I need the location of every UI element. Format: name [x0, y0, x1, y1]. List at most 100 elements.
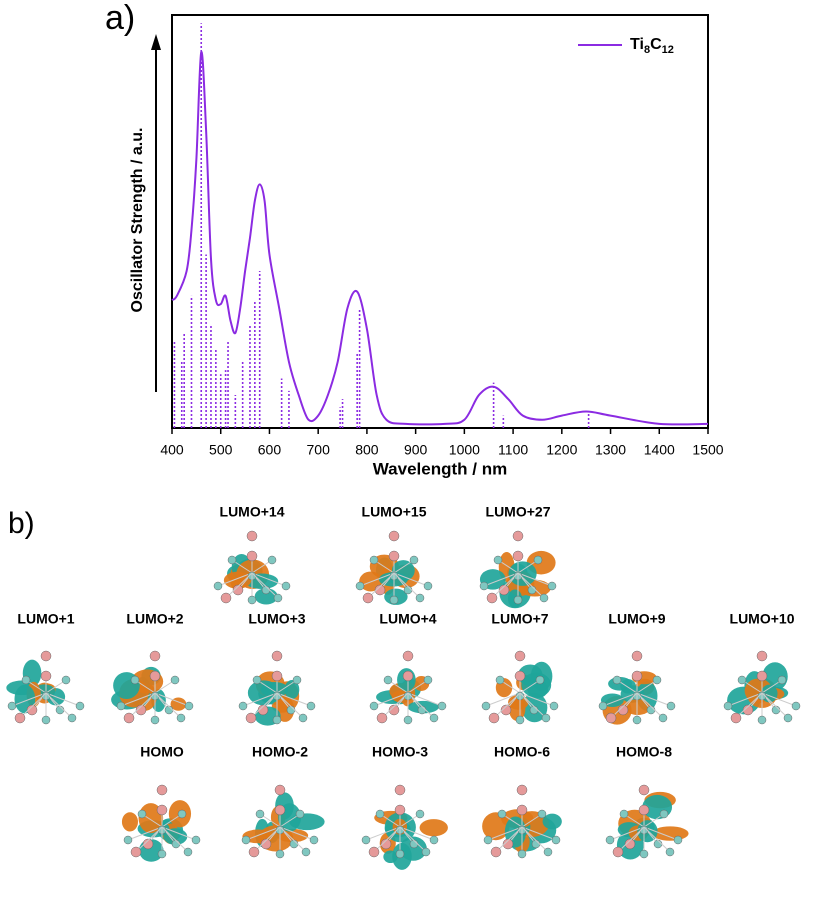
bond: [279, 826, 315, 841]
orbital-label: LUMO+7: [491, 611, 548, 627]
atom: [756, 670, 768, 682]
orbital-label: LUMO+14: [220, 504, 285, 520]
bond: [636, 692, 672, 707]
orbital-label: HOMO: [140, 744, 184, 760]
bond: [276, 692, 304, 719]
atom: [245, 712, 257, 724]
orbital-lobe: [625, 699, 651, 716]
atom: [673, 835, 683, 845]
bond: [359, 572, 395, 587]
atom: [298, 713, 308, 723]
atom: [395, 849, 405, 859]
atom: [271, 650, 283, 662]
atom: [40, 670, 52, 682]
orbital-image: [369, 650, 447, 725]
bond: [521, 826, 557, 841]
bond: [251, 572, 287, 587]
atom: [150, 715, 160, 725]
atom: [617, 704, 629, 716]
bond: [393, 572, 421, 599]
atom: [791, 701, 801, 711]
atom: [260, 838, 272, 850]
atom: [171, 839, 181, 849]
bond: [483, 572, 519, 587]
x-tick-label: 1500: [692, 442, 723, 458]
atom: [612, 846, 624, 858]
orbital-label: HOMO-3: [372, 744, 428, 760]
orbital-image: [605, 784, 689, 860]
bond: [154, 692, 190, 707]
atom: [631, 650, 643, 662]
atom: [527, 585, 537, 595]
x-tick-label: 900: [404, 442, 428, 458]
atom: [184, 701, 194, 711]
atom: [275, 849, 285, 859]
atom: [486, 592, 498, 604]
atom: [624, 838, 636, 850]
x-tick-label: 400: [160, 442, 184, 458]
atom: [415, 809, 425, 819]
bond: [373, 692, 409, 707]
atom: [533, 555, 543, 565]
atom: [273, 593, 283, 603]
atom: [301, 847, 311, 857]
bond: [367, 572, 395, 599]
atom: [309, 835, 319, 845]
spectrum-line: [171, 51, 709, 426]
x-tick-label: 600: [258, 442, 282, 458]
atom: [388, 550, 400, 562]
bond: [135, 826, 163, 853]
bond: [399, 826, 427, 853]
bond: [643, 826, 671, 853]
atom: [598, 701, 608, 711]
bond: [517, 572, 553, 587]
atom: [67, 713, 77, 723]
atom: [665, 847, 675, 857]
bond: [45, 692, 73, 719]
bond: [373, 826, 401, 853]
atom: [241, 835, 251, 845]
atom: [40, 650, 52, 662]
bond: [276, 692, 312, 707]
atom: [612, 675, 622, 685]
atom: [632, 715, 642, 725]
bond: [225, 572, 253, 599]
bond: [242, 692, 278, 707]
atom: [549, 701, 559, 711]
bond: [636, 692, 664, 719]
atom: [394, 784, 406, 796]
atom: [495, 675, 505, 685]
atom: [123, 835, 133, 845]
atom: [409, 555, 419, 565]
bond: [407, 692, 443, 707]
atom: [415, 593, 425, 603]
x-tick-label: 1400: [644, 442, 675, 458]
atom: [638, 784, 650, 796]
atom: [619, 809, 629, 819]
orbital-label: LUMO+2: [126, 611, 183, 627]
atom: [220, 592, 232, 604]
atom: [183, 847, 193, 857]
atom: [742, 704, 754, 716]
orbital-lobe: [542, 813, 562, 830]
bond: [521, 826, 549, 853]
atom: [355, 581, 365, 591]
atom: [500, 704, 512, 716]
atom: [369, 555, 379, 565]
atom: [213, 581, 223, 591]
atom: [421, 847, 431, 857]
bond: [161, 826, 189, 853]
atom: [423, 675, 433, 685]
atom: [238, 701, 248, 711]
atom: [493, 555, 503, 565]
atom: [41, 715, 51, 725]
atom: [272, 715, 282, 725]
legend-label: Ti8C12: [630, 36, 674, 56]
bond: [11, 692, 47, 707]
atom: [429, 835, 439, 845]
atom: [369, 701, 379, 711]
orbital-image: [213, 530, 291, 605]
orbital-lobe: [419, 819, 448, 837]
bond: [279, 826, 307, 853]
atom: [541, 713, 551, 723]
